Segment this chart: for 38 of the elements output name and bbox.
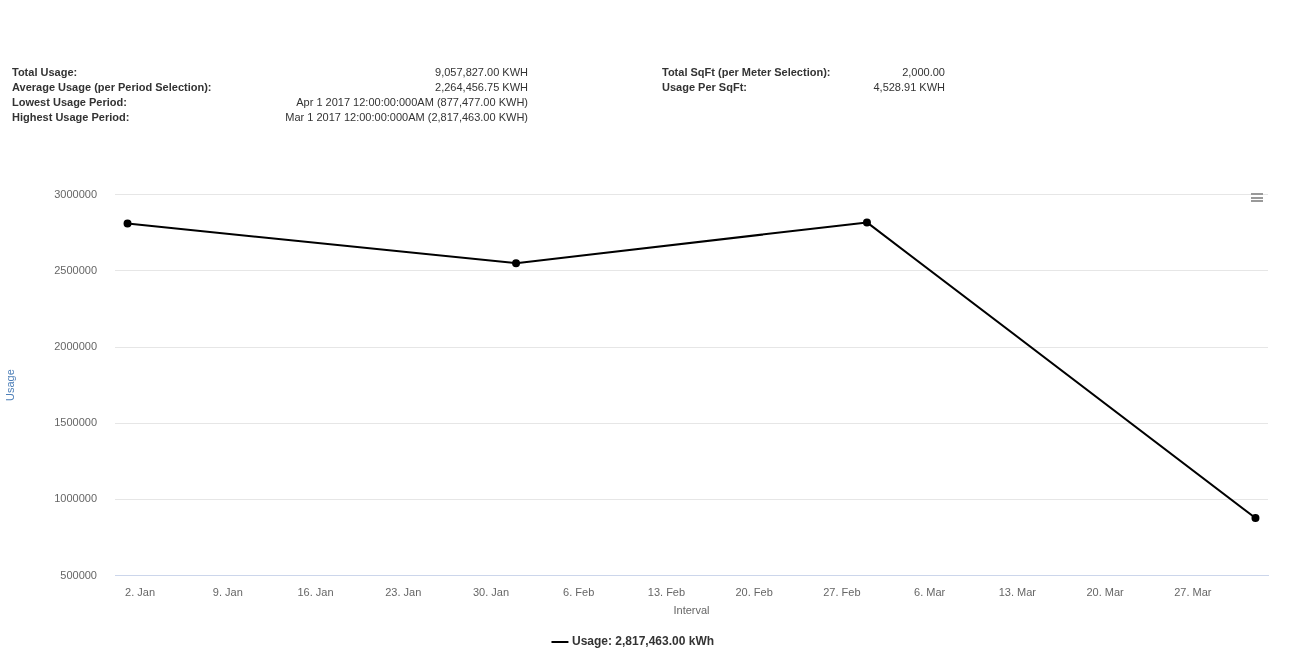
point [512, 259, 521, 268]
x-tick-label: 13. Feb [647, 586, 686, 599]
x-tick-label: 30. Jan [472, 586, 510, 599]
point [123, 219, 132, 228]
text: Apr 1 2017 12:00:00:000AM (877,477.00 KWH) [296, 96, 528, 108]
x-axis-title: Interval [673, 604, 710, 617]
y-tick-label: 1500000 [54, 416, 97, 429]
x-tick-label: 20. Mar [1086, 586, 1125, 599]
x-tick-label: 27. Feb [823, 586, 861, 599]
x-tick-label: 20. Feb [735, 586, 773, 599]
text: Mar 1 2017 12:00:00:000AM (2,817,463.00 KWH) [285, 111, 528, 123]
text: 2,000.00 [902, 66, 945, 78]
point [1251, 514, 1260, 523]
y-tick-label: 2000000 [54, 340, 97, 353]
point [862, 218, 871, 227]
x-tick-label: 13. Mar [998, 586, 1037, 599]
text: Total Usage: [12, 66, 78, 78]
x-tick-label: 6. Mar [914, 586, 946, 599]
text: Lowest Usage Period: [12, 96, 127, 108]
x-tick-label: 23. Jan [385, 586, 422, 599]
text: Total SqFt (per Meter Selection): [662, 66, 831, 78]
y-tick-label: 2500000 [54, 263, 97, 276]
y-axis-title: Usage [3, 369, 16, 401]
text: 4,528.91 KWH [873, 81, 945, 93]
x-tick-label: 27. Mar [1174, 586, 1212, 599]
text: 9,057,827.00 KWH [435, 66, 528, 78]
x-tick-label: 2. Jan [125, 586, 156, 599]
text: Usage Per SqFt: [662, 81, 747, 93]
x-tick-label: 6. Feb [563, 586, 595, 599]
x-tick-label: 16. Jan [297, 586, 334, 599]
y-tick-label: 1000000 [54, 492, 97, 505]
text: 2,264,456.75 KWH [435, 81, 528, 93]
text: Highest Usage Period: [12, 111, 130, 123]
legend-label: Usage: 2,817,463.00 kWh [571, 634, 715, 649]
text: Average Usage (per Period Selection): [12, 81, 212, 93]
x-tick-label: 9. Jan [212, 586, 243, 599]
y-tick-label: 500000 [60, 568, 97, 581]
y-tick-label: 3000000 [54, 187, 97, 200]
